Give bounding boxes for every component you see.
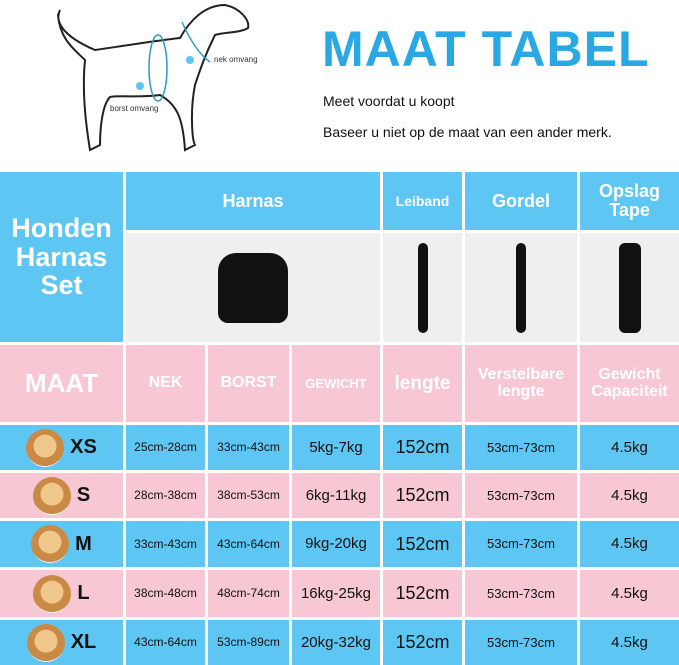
column-header: Gewicht Capaciteit <box>580 345 679 422</box>
subtitle-2: Baseer u niet op de maat van een ander m… <box>323 124 612 140</box>
set-label: Honden Harnas Set <box>0 172 123 342</box>
table-cell: 9kg-20kg <box>292 521 380 567</box>
table-cell: 152cm <box>383 570 462 617</box>
size-cell: M <box>0 521 123 567</box>
product-header: Harnas <box>126 172 380 230</box>
dog-avatar <box>26 428 65 467</box>
product-header: Leiband <box>383 172 462 230</box>
column-header: GEWICHT <box>292 345 380 422</box>
column-header: Verstelbare lengte <box>465 345 577 422</box>
table-cell: 53cm-73cm <box>465 521 577 567</box>
product-image-2 <box>465 233 577 342</box>
table-cell: 38cm-48cm <box>126 570 205 617</box>
table-cell: 53cm-73cm <box>465 570 577 617</box>
column-header: lengte <box>383 345 462 422</box>
dog-measure-diagram <box>56 3 250 152</box>
table-cell: 152cm <box>383 521 462 567</box>
table-cell: 43cm-64cm <box>126 620 205 665</box>
table-cell: 152cm <box>383 620 462 665</box>
table-cell: 4.5kg <box>580 425 679 470</box>
table-cell: 4.5kg <box>580 570 679 617</box>
table-cell: 6kg-11kg <box>292 473 380 518</box>
size-label: L <box>77 582 90 604</box>
table-cell: 25cm-28cm <box>126 425 205 470</box>
table-cell: 16kg-25kg <box>292 570 380 617</box>
table-cell: 48cm-74cm <box>208 570 289 617</box>
size-cell: XS <box>0 425 123 470</box>
product-header: Gordel <box>465 172 577 230</box>
table-cell: 28cm-38cm <box>126 473 205 518</box>
column-header: MAAT <box>0 345 123 422</box>
table-cell: 38cm-53cm <box>208 473 289 518</box>
table-cell: 53cm-73cm <box>465 473 577 518</box>
size-label: XL <box>70 631 97 653</box>
table-cell: 4.5kg <box>580 521 679 567</box>
size-label: XS <box>70 436 97 458</box>
column-header: NEK <box>126 345 205 422</box>
size-label: M <box>75 532 92 555</box>
table-cell: 5kg-7kg <box>292 425 380 470</box>
dog-avatar <box>33 574 72 613</box>
dog-avatar <box>26 623 65 662</box>
product-image-3 <box>580 233 679 342</box>
table-cell: 33cm-43cm <box>208 425 289 470</box>
product-image-1 <box>383 233 462 342</box>
column-header: BORST <box>208 345 289 422</box>
product-image <box>618 242 641 333</box>
size-label: S <box>76 484 91 506</box>
table-cell: 33cm-43cm <box>126 521 205 567</box>
product-image-0 <box>126 233 380 342</box>
page-title: MAAT TABEL <box>322 21 650 77</box>
table-cell: 43cm-64cm <box>208 521 289 567</box>
product-image <box>516 242 526 333</box>
table-cell: 53cm-73cm <box>465 425 577 470</box>
subtitle-1: Meet voordat u koopt <box>323 93 455 109</box>
table-cell: 152cm <box>383 473 462 518</box>
neck-label: nek omvang <box>214 55 258 64</box>
table-cell: 53cm-73cm <box>465 620 577 665</box>
table-cell: 20kg-32kg <box>292 620 380 665</box>
dog-avatar <box>31 525 70 563</box>
size-cell: XL <box>0 620 123 665</box>
harness-image <box>218 252 288 323</box>
size-cell: L <box>0 570 123 617</box>
size-cell: S <box>0 473 123 518</box>
chest-label: borst omvang <box>110 104 159 113</box>
product-image <box>417 242 428 333</box>
table-cell: 4.5kg <box>580 473 679 518</box>
product-header: Opslag Tape <box>580 172 679 230</box>
dog-avatar <box>32 476 71 515</box>
table-cell: 4.5kg <box>580 620 679 665</box>
table-cell: 53cm-89cm <box>208 620 289 665</box>
table-cell: 152cm <box>383 425 462 470</box>
